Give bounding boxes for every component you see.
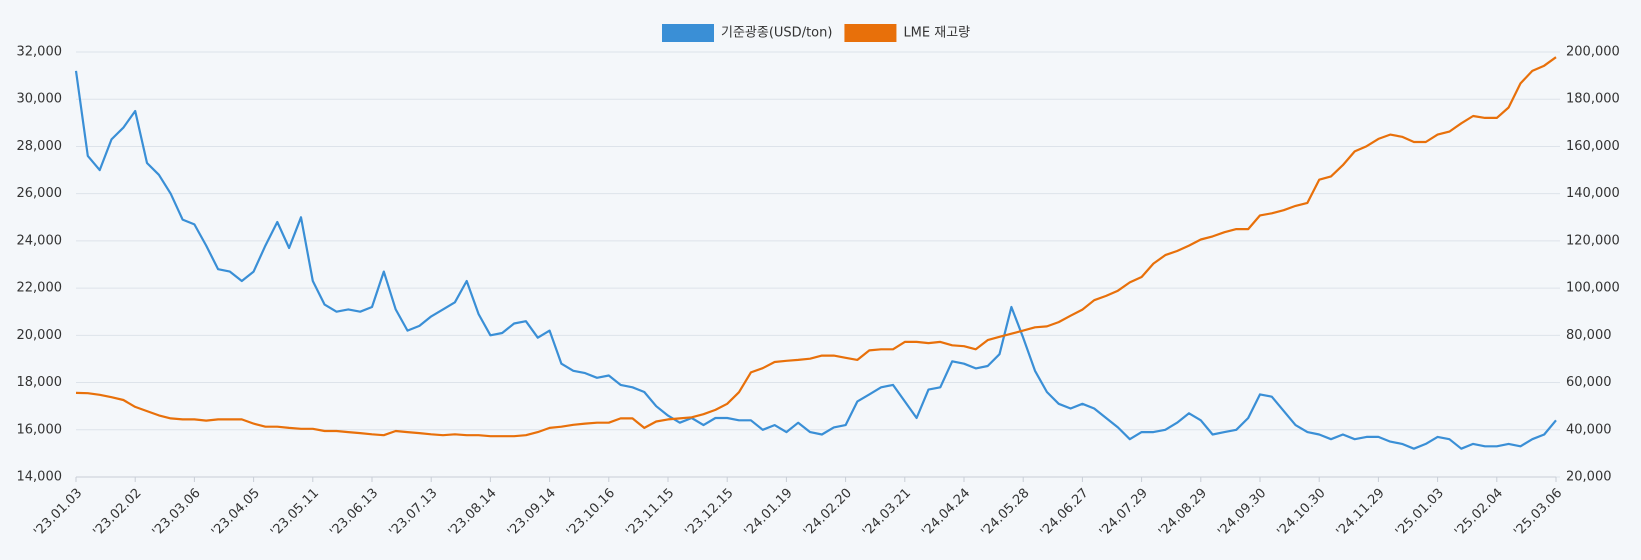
legend-label: 기준광종(USD/ton) [721, 26, 832, 41]
x-tick-label: '23.03.06 [150, 486, 204, 540]
y-tick-label: 24,000 [17, 233, 63, 248]
x-tick-label: '23.11.15 [623, 486, 677, 540]
legend-swatch [844, 24, 897, 42]
x-tick-label: '23.10.16 [564, 486, 618, 540]
y-tick-label: 20,000 [17, 328, 63, 343]
x-tick-label: '24.04.24 [919, 486, 973, 540]
y-tick-label: 28,000 [17, 139, 63, 154]
x-tick-label: '24.01.19 [742, 486, 796, 540]
x-tick-label: '23.01.03 [31, 486, 85, 540]
x-tick-label: '24.10.30 [1274, 486, 1328, 540]
y-tick-label: 16,000 [17, 422, 63, 437]
x-tick-label: '24.09.30 [1215, 486, 1269, 540]
legend-swatch [662, 24, 714, 42]
y-tick-label: 22,000 [17, 281, 63, 296]
y2-tick-label: 200,000 [1566, 45, 1620, 60]
y-tick-label: 32,000 [17, 45, 63, 60]
x-tick-label: '24.07.29 [1097, 486, 1151, 540]
x-tick-label: '23.07.13 [386, 486, 440, 540]
x-tick-label: '24.05.28 [978, 486, 1032, 540]
series-line [74, 70, 1557, 450]
x-tick-label: '23.04.05 [209, 486, 263, 540]
x-tick-label: '24.08.29 [1156, 486, 1210, 540]
y-tick-label: 14,000 [17, 470, 63, 485]
y2-tick-label: 160,000 [1566, 139, 1620, 154]
x-tick-label: '23.02.02 [90, 486, 144, 540]
x-tick-label: '23.12.15 [682, 486, 736, 540]
x-tick-label: '25.03.06 [1511, 486, 1565, 540]
legend-label: LME 재고량 [903, 26, 970, 41]
x-tick-label: '23.05.11 [268, 486, 322, 540]
x-tick-label: '25.02.04 [1452, 486, 1506, 540]
y2-tick-label: 40,000 [1566, 422, 1612, 437]
y-tick-label: 18,000 [17, 375, 63, 390]
x-tick-label: '24.11.29 [1334, 486, 1388, 540]
y2-tick-label: 140,000 [1566, 186, 1620, 201]
x-tick-label: '23.09.14 [505, 486, 559, 540]
x-tick-label: '25.01.03 [1393, 486, 1447, 540]
x-tick-label: '24.03.21 [860, 486, 914, 540]
x-tick-label: '23.08.14 [446, 486, 500, 540]
y2-tick-label: 60,000 [1566, 375, 1612, 390]
x-tick-label: '24.06.27 [1038, 486, 1092, 540]
series-line [75, 56, 1557, 438]
y-tick-label: 26,000 [17, 186, 63, 201]
x-tick-label: '23.06.13 [327, 486, 381, 540]
y2-tick-label: 80,000 [1566, 328, 1612, 343]
y-tick-label: 30,000 [17, 92, 63, 107]
x-tick-label: '24.02.20 [801, 486, 855, 540]
y2-tick-label: 180,000 [1566, 92, 1620, 107]
y2-tick-label: 120,000 [1566, 233, 1620, 248]
y2-tick-label: 20,000 [1566, 470, 1612, 485]
y2-tick-label: 100,000 [1566, 281, 1620, 296]
